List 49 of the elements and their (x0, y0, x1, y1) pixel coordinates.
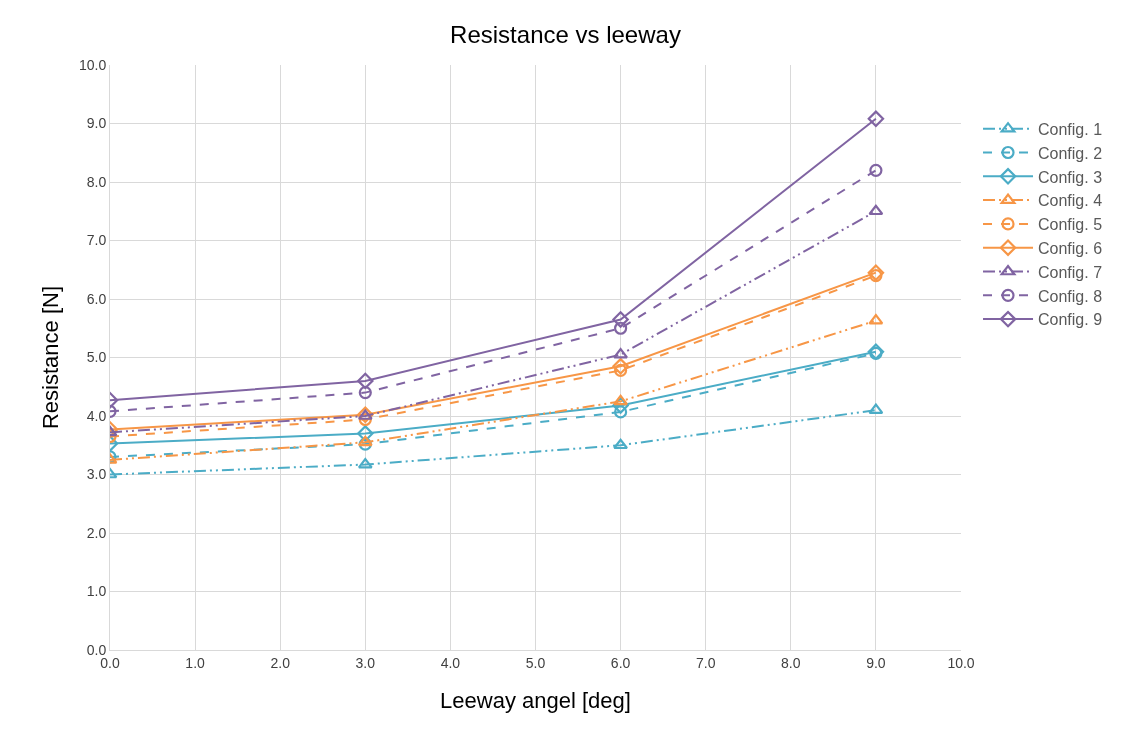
point (614, 321, 628, 335)
legend-label: Config. 7 (1038, 263, 1103, 281)
point (613, 438, 629, 450)
x-tick-label: 9.0 (866, 654, 886, 671)
legend-label: Config. 5 (1038, 216, 1103, 234)
point (867, 110, 885, 128)
point (612, 358, 629, 375)
legend-label: Config. 9 (1038, 311, 1103, 329)
x-tick-label: 1.0 (185, 654, 206, 671)
point (357, 372, 374, 390)
point (357, 406, 374, 424)
x-tick-label: 6.0 (610, 654, 631, 671)
x-axis-title: Leeway angel [deg] (440, 687, 631, 713)
point (612, 397, 629, 414)
legend-label: Config. 4 (1038, 192, 1103, 210)
y-tick-label: 6.0 (86, 290, 107, 307)
x-tick-label: 3.0 (355, 654, 376, 671)
x-tick-label: 10.0 (947, 654, 975, 671)
y-axis-title: Resistance [N] (37, 285, 63, 430)
legend-label: Config. 8 (1038, 287, 1103, 305)
y-tick-label: 4.0 (86, 407, 107, 424)
point (868, 204, 884, 216)
y-tick-label: 3.0 (86, 466, 107, 483)
legend-label: Config. 1 (1038, 120, 1103, 138)
y-tick-label: 2.0 (86, 524, 107, 541)
y-tick-label: 5.0 (86, 349, 107, 366)
x-tick-label: 4.0 (440, 654, 461, 671)
chart-title: Resistance vs leeway (450, 20, 681, 48)
point (613, 394, 629, 406)
point (614, 363, 628, 377)
point (869, 163, 883, 177)
point (613, 347, 629, 359)
point (867, 264, 885, 281)
legend-label: Config. 2 (1038, 144, 1103, 162)
y-tick-label: 9.0 (86, 115, 107, 132)
x-tick-label: 7.0 (695, 654, 716, 671)
point (614, 405, 628, 419)
x-tick-label: 8.0 (781, 654, 801, 671)
point (869, 269, 883, 283)
y-tick-label: 7.0 (86, 232, 107, 249)
x-tick-label: 5.0 (525, 654, 546, 671)
y-tick-label: 1.0 (86, 583, 107, 600)
y-tick-label: 10.0 (78, 56, 107, 73)
legend-label: Config. 3 (1038, 168, 1103, 186)
point (612, 311, 629, 328)
legend-label: Config. 6 (1038, 239, 1103, 257)
point (357, 425, 374, 442)
x-tick-label: 2.0 (270, 654, 291, 671)
y-tick-label: 8.0 (86, 173, 107, 190)
